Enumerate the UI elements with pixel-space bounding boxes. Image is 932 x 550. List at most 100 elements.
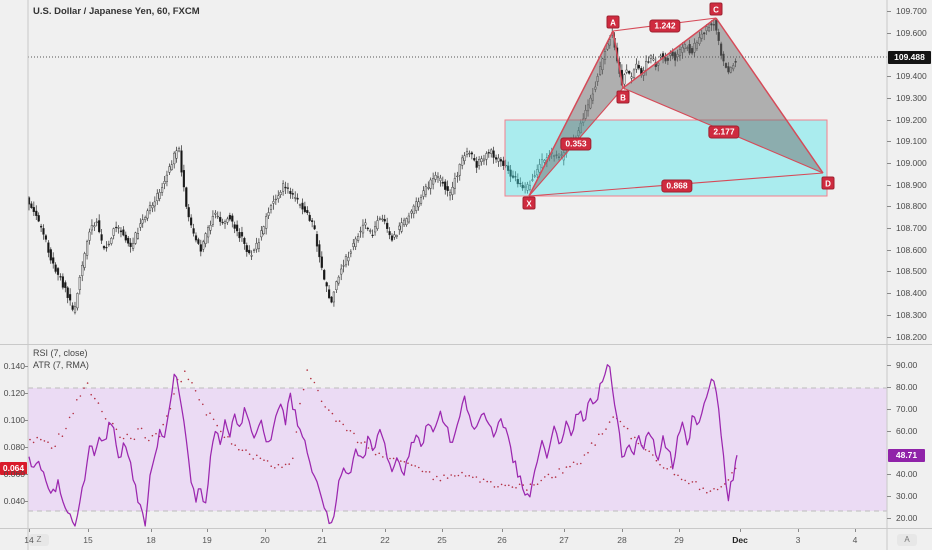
pattern-ratio-label-3[interactable]: 0.868 — [661, 179, 693, 193]
atr-tick-label: 0.080 — [3, 442, 25, 452]
time-tick-mark — [151, 529, 152, 532]
time-tick-label: 19 — [202, 535, 212, 545]
time-tick-label: 26 — [497, 535, 507, 545]
price-tick-label: 109.300 — [896, 92, 927, 103]
atr-tick-mark — [25, 474, 28, 475]
price-tick-mark — [887, 32, 891, 34]
rsi-value-label: 48.71 — [888, 449, 925, 462]
price-tick-mark — [887, 206, 891, 208]
rsi-tick-mark — [887, 474, 891, 476]
time-tick-label: 29 — [674, 535, 684, 545]
price-tick-label: 108.500 — [896, 266, 927, 277]
atr-tick-label: 0.060 — [3, 469, 25, 479]
time-tick-mark — [322, 529, 323, 532]
indicator-label-atr[interactable]: ATR (7, RMA) — [33, 360, 89, 370]
rsi-tick-label: 40.00 — [896, 469, 918, 480]
atr-value-label: 0.064 — [0, 462, 27, 475]
rsi-tick-mark — [887, 386, 891, 388]
price-tick-mark — [887, 249, 891, 251]
price-tick-label: 109.200 — [896, 114, 927, 125]
rsi-tick-mark — [887, 496, 891, 498]
price-tick-label: 109.600 — [896, 27, 927, 38]
price-tick-label: 109.400 — [896, 71, 927, 82]
pattern-point-label-B[interactable]: B — [616, 90, 630, 104]
time-tick-label: 21 — [317, 535, 327, 545]
price-tick-mark — [887, 314, 891, 316]
price-tick-label: 109.700 — [896, 6, 927, 16]
time-tick-label: 4 — [852, 535, 858, 545]
price-tick-label: 108.200 — [896, 331, 927, 342]
price-tick-mark — [887, 293, 891, 295]
atr-tick-label: 0.100 — [3, 415, 25, 425]
atr-tick-mark — [25, 366, 28, 367]
rsi-line-series — [28, 364, 738, 527]
price-tick-mark — [887, 11, 891, 12]
atr-tick-mark — [25, 420, 28, 421]
time-tick-mark — [798, 529, 799, 532]
pattern-point-label-D[interactable]: D — [821, 176, 835, 190]
current-price-label: 109.488 — [888, 51, 931, 64]
time-tick-mark — [442, 529, 443, 532]
rsi-tick-mark — [887, 518, 891, 519]
rsi-tick-mark — [887, 408, 891, 410]
auto-scale-button[interactable]: A — [897, 534, 917, 546]
rsi-tick-label: 90.00 — [896, 360, 918, 370]
rsi-tick-mark — [887, 365, 891, 366]
time-tick-label: 20 — [260, 535, 270, 545]
price-tick-label: 109.100 — [896, 136, 927, 147]
time-tick-mark — [679, 529, 680, 532]
atr-tick-mark — [25, 393, 28, 394]
time-tick-label: 3 — [795, 535, 801, 545]
pattern-ratio-label-2[interactable]: 2.177 — [708, 125, 740, 139]
atr-tick-mark — [25, 501, 28, 502]
rsi-tick-label: 20.00 — [896, 513, 918, 523]
pattern-point-label-C[interactable]: C — [709, 2, 723, 16]
pattern-point-label-X[interactable]: X — [522, 196, 536, 210]
symbol-title[interactable]: U.S. Dollar / Japanese Yen, 60, FXCM — [33, 6, 200, 17]
price-tick-label: 108.800 — [896, 201, 927, 212]
rsi-tick-label: 60.00 — [896, 425, 918, 436]
price-tick-mark — [887, 141, 891, 143]
time-tick-label: 14 — [24, 535, 34, 545]
price-tick-label: 108.300 — [896, 309, 927, 320]
time-tick-mark — [29, 529, 30, 532]
rsi-tick-label: 70.00 — [896, 403, 918, 414]
price-tick-mark — [887, 162, 891, 164]
time-tick-mark — [88, 529, 89, 532]
atr-tick-label: 0.120 — [3, 388, 25, 398]
pattern-ratio-label-1[interactable]: 1.242 — [649, 19, 681, 33]
time-tick-mark — [855, 529, 856, 532]
time-tick-label: 25 — [437, 535, 447, 545]
rsi-tick-label: 30.00 — [896, 491, 918, 502]
time-tick-mark — [502, 529, 503, 532]
rsi-tick-label: 80.00 — [896, 381, 918, 392]
time-tick-label: 28 — [617, 535, 627, 545]
price-tick-label: 108.700 — [896, 223, 927, 233]
time-tick-label: 22 — [380, 535, 390, 545]
pattern-point-label-A[interactable]: A — [606, 15, 620, 29]
time-tick-label: 18 — [146, 535, 156, 545]
price-tick-mark — [887, 119, 891, 121]
time-tick-mark — [622, 529, 623, 532]
time-tick-mark — [207, 529, 208, 532]
price-tick-label: 108.900 — [896, 179, 927, 190]
time-tick-label: 27 — [559, 535, 569, 545]
time-tick-mark — [740, 529, 741, 532]
price-tick-mark — [887, 184, 891, 186]
pattern-ratio-label-0[interactable]: 0.353 — [560, 137, 592, 151]
price-tick-mark — [887, 336, 891, 338]
price-tick-mark — [887, 76, 891, 78]
timezone-button[interactable]: Z — [29, 534, 49, 546]
time-tick-mark — [385, 529, 386, 532]
time-tick-mark — [564, 529, 565, 532]
time-tick-mark — [265, 529, 266, 532]
harmonic-pattern-drawing[interactable] — [504, 17, 828, 197]
atr-tick-label: 0.040 — [3, 496, 25, 506]
price-tick-label: 108.400 — [896, 288, 927, 299]
price-tick-mark — [887, 271, 891, 273]
price-tick-mark — [887, 97, 891, 99]
indicator-label-rsi[interactable]: RSI (7, close) — [33, 348, 88, 358]
time-tick-label: 15 — [83, 535, 93, 545]
